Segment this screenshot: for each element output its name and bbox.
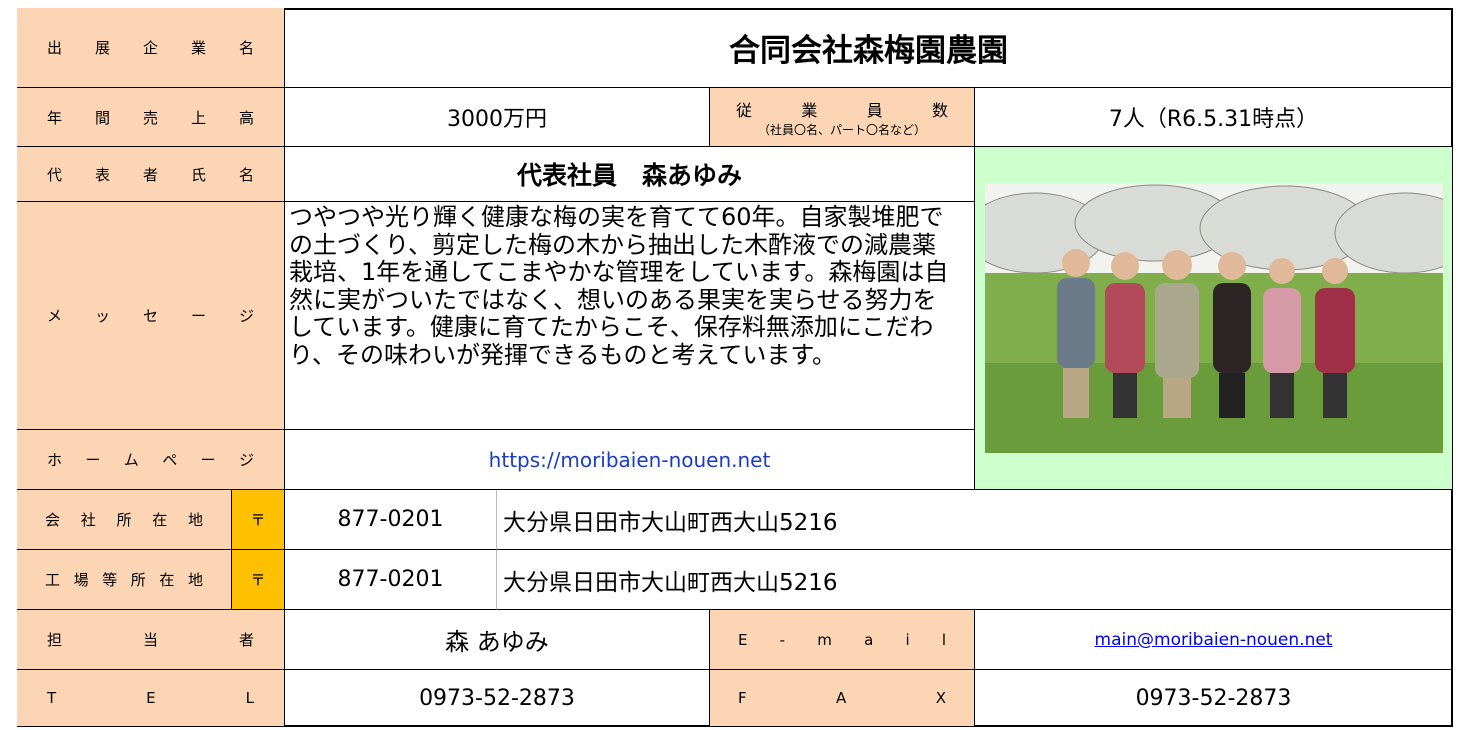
label: 出 展 企 業 名	[47, 39, 254, 57]
label: 代 表 者 氏 名	[47, 165, 254, 184]
label: 従 業 員 数	[736, 100, 948, 120]
label-cell: 出 展 企 業 名	[17, 8, 285, 88]
message-text: つやつや光り輝く健康な梅の実を育てて60年。自家製堆肥での土づくり、剪定した梅の…	[285, 202, 975, 430]
tel-value: 0973-52-2873	[285, 670, 710, 727]
label-cell: 年 間 売 上 高	[17, 88, 285, 147]
postal-code: 877-0201	[285, 490, 497, 550]
label-cell: 担 当 者	[17, 610, 285, 670]
employees-value: 7人（R6.5.31時点）	[975, 88, 1453, 147]
company-name: 合同会社森梅園農園	[285, 8, 1453, 88]
address: 大分県日田市大山町西大山5216	[497, 490, 1453, 550]
label: 工 場 等 所 在 地	[45, 571, 203, 589]
label-cell: メ ッ セ ー ジ	[17, 202, 285, 430]
postal-code: 877-0201	[285, 550, 497, 610]
label: 担 当 者	[47, 631, 254, 649]
label-cell: 従 業 員 数 （社員〇名、パート〇名など）	[710, 88, 975, 147]
label-cell: F A X	[710, 670, 975, 727]
label: 年 間 売 上 高	[47, 108, 254, 127]
email-link[interactable]: main@moribaien-nouen.net	[975, 610, 1453, 670]
label-cell: T E L	[17, 670, 285, 727]
photo	[984, 183, 1443, 453]
contact-name: 森 あゆみ	[285, 610, 710, 670]
postal-mark: 〒	[232, 490, 285, 550]
label: T E L	[47, 689, 254, 707]
photo-cell	[975, 147, 1453, 490]
label-note: （社員〇名、パート〇名など）	[757, 122, 926, 137]
representative-value: 代表社員 森あゆみ	[285, 147, 975, 202]
sales-value: 3000万円	[285, 88, 710, 147]
homepage-link[interactable]: https://moribaien-nouen.net	[285, 430, 975, 490]
label-cell: 工 場 等 所 在 地	[17, 550, 232, 610]
label: 会 社 所 在 地	[45, 511, 203, 529]
fax-value: 0973-52-2873	[975, 670, 1453, 727]
address: 大分県日田市大山町西大山5216	[497, 550, 1453, 610]
label: E - m a i l	[738, 630, 946, 649]
label: メ ッ セ ー ジ	[47, 307, 254, 325]
label-cell: E - m a i l	[710, 610, 975, 670]
label: ホ ー ム ペ ー ジ	[47, 451, 254, 469]
label-cell: ホ ー ム ペ ー ジ	[17, 430, 285, 490]
label-cell: 代 表 者 氏 名	[17, 147, 285, 202]
label-cell: 会 社 所 在 地	[17, 490, 232, 550]
postal-mark: 〒	[232, 550, 285, 610]
label: F A X	[738, 689, 946, 707]
